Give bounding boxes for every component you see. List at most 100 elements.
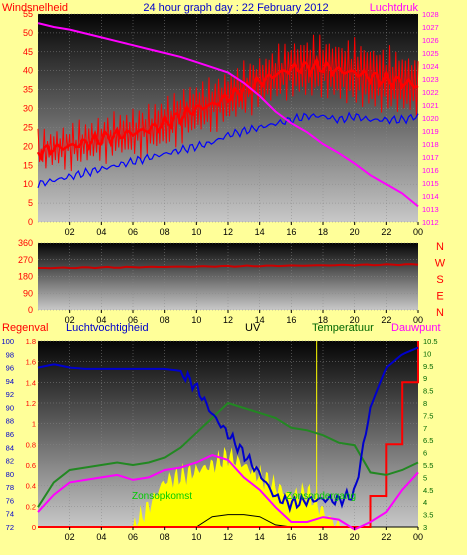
temperature-tick-label: 6 bbox=[423, 449, 427, 458]
wind-tick-label: 35 bbox=[23, 85, 33, 95]
humidity-tick-label: 78 bbox=[6, 483, 14, 492]
x-tick-label: 16 bbox=[286, 315, 296, 325]
left-axis-title: Windsnelheid bbox=[2, 2, 68, 14]
pressure-tick-label: 1013 bbox=[422, 205, 439, 214]
wind-pressure-series bbox=[36, 22, 419, 208]
humidity-tick-label: 88 bbox=[6, 417, 14, 426]
humidity-tick-label: 86 bbox=[6, 430, 14, 439]
humidity-tick-label: 76 bbox=[6, 496, 14, 505]
x-tick-label: 22 bbox=[381, 532, 391, 542]
humidity-tick-label: 94 bbox=[6, 377, 14, 386]
rain-axis: 0 0.2 0.4 0.6 0.8 1 1.2 1.4 1.6 1.8 bbox=[26, 337, 36, 532]
humidity-tick-label: 80 bbox=[6, 470, 14, 479]
rain-tick-label: 0.4 bbox=[26, 482, 36, 491]
sunrise-label: Zonsopkomst bbox=[132, 491, 192, 502]
wind-pressure-plot-area bbox=[38, 14, 418, 222]
x-tick-label: 00 bbox=[413, 532, 423, 542]
x-tick-label: 02 bbox=[65, 315, 75, 325]
right-axis-title: Luchtdruk bbox=[370, 2, 419, 14]
dewpoint-axis-title: Dauwpunt bbox=[391, 322, 441, 334]
x-tick-label: 10 bbox=[191, 227, 201, 237]
x-tick-label: 14 bbox=[255, 532, 265, 542]
direction-tick-label: 0 bbox=[28, 305, 33, 315]
temperature-tick-label: 9 bbox=[423, 374, 427, 383]
temperature-tick-label: 3.5 bbox=[423, 511, 433, 520]
x-tick-label: 12 bbox=[223, 227, 233, 237]
wind-speed-axis: 0 5 10 15 20 25 30 35 40 45 50 55 bbox=[23, 9, 33, 227]
x-tick-label: 20 bbox=[350, 227, 360, 237]
temperature-tick-label: 5.5 bbox=[423, 461, 433, 470]
temperature-tick-label: 5 bbox=[423, 473, 427, 482]
rain-tick-label: 1.6 bbox=[26, 358, 36, 367]
wind-direction-axis: 0 90 180 270 360 bbox=[18, 238, 33, 315]
pressure-tick-label: 1020 bbox=[422, 114, 439, 123]
compass-letter: E bbox=[436, 291, 443, 303]
x-tick-label: 14 bbox=[255, 315, 265, 325]
humidity-axis: 72 74 76 78 80 82 84 86 88 90 92 94 96 98 100 bbox=[1, 337, 14, 532]
x-tick-label: 18 bbox=[318, 315, 328, 325]
wind-tick-label: 50 bbox=[23, 28, 33, 38]
pressure-tick-label: 1024 bbox=[422, 62, 439, 71]
wind-direction-series bbox=[38, 263, 419, 270]
x-tick-label: 16 bbox=[286, 227, 296, 237]
compass-letter: N bbox=[436, 241, 444, 253]
wind-tick-label: 10 bbox=[23, 179, 33, 189]
rain-tick-label: 1.4 bbox=[26, 378, 36, 387]
direction-tick-label: 270 bbox=[18, 255, 33, 265]
temperature-tick-label: 7 bbox=[423, 424, 427, 433]
rain-tick-label: 0.8 bbox=[26, 440, 36, 449]
rain-tick-label: 0 bbox=[32, 523, 36, 532]
wind-tick-label: 55 bbox=[23, 9, 33, 19]
sunset-label: Zonsondergang bbox=[286, 491, 356, 502]
pressure-series-line bbox=[37, 22, 419, 208]
temperature-tick-label: 7.5 bbox=[423, 411, 433, 420]
pressure-tick-label: 1025 bbox=[422, 49, 439, 58]
humidity-tick-label: 90 bbox=[6, 403, 14, 412]
temperature-tick-label: 3 bbox=[423, 523, 427, 532]
temperature-tick-label: 6.5 bbox=[423, 436, 433, 445]
wind-tick-label: 5 bbox=[28, 198, 33, 208]
gust-series-line bbox=[37, 34, 419, 172]
x-tick-label: 16 bbox=[286, 532, 296, 542]
x-tick-label: 08 bbox=[160, 315, 170, 325]
x-tick-label: 08 bbox=[160, 532, 170, 542]
humidity-tick-label: 84 bbox=[6, 443, 14, 452]
humidity-tick-label: 72 bbox=[6, 523, 14, 532]
pressure-tick-label: 1014 bbox=[422, 192, 439, 201]
wind-direction-grid bbox=[38, 242, 418, 311]
temperature-tick-label: 9.5 bbox=[423, 362, 433, 371]
chart-title: 24 hour graph day : 22 February 2012 bbox=[143, 2, 328, 14]
uv-axis-title: UV bbox=[245, 322, 261, 334]
pressure-axis: 1012 1013 1014 1015 1016 1017 1018 1019 1020 1021… bbox=[422, 10, 439, 227]
pressure-tick-label: 1016 bbox=[422, 166, 439, 175]
pressure-tick-label: 1015 bbox=[422, 179, 439, 188]
wind-tick-label: 30 bbox=[23, 104, 33, 114]
x-tick-label: 12 bbox=[223, 315, 233, 325]
humidity-tick-label: 98 bbox=[6, 350, 14, 359]
humidity-tick-label: 74 bbox=[6, 510, 14, 519]
solar-radiation-area bbox=[38, 446, 418, 527]
wind-series-line bbox=[36, 56, 419, 162]
x-tick-label: 14 bbox=[255, 227, 265, 237]
humidity-tick-label: 96 bbox=[6, 364, 14, 373]
temperature-axis-title: Temperatuur bbox=[312, 322, 374, 334]
x-tick-label: 18 bbox=[318, 227, 328, 237]
x-tick-label: 02 bbox=[65, 227, 75, 237]
humidity-tick-label: 92 bbox=[6, 390, 14, 399]
x-tick-label: 08 bbox=[160, 227, 170, 237]
wind-tick-label: 45 bbox=[23, 47, 33, 57]
rain-tick-label: 1.8 bbox=[26, 337, 36, 346]
pressure-tick-label: 1022 bbox=[422, 88, 439, 97]
x-tick-label: 20 bbox=[350, 532, 360, 542]
rain-tick-label: 0.2 bbox=[26, 502, 36, 511]
x-tick-label: 04 bbox=[96, 532, 106, 542]
x-tick-label: 22 bbox=[381, 315, 391, 325]
x-tick-label: 10 bbox=[191, 532, 201, 542]
direction-tick-label: 180 bbox=[18, 272, 33, 282]
x-tick-label: 20 bbox=[350, 315, 360, 325]
humidity-series-line bbox=[37, 346, 419, 514]
wind-tick-label: 0 bbox=[28, 217, 33, 227]
x-tick-label: 06 bbox=[128, 227, 138, 237]
